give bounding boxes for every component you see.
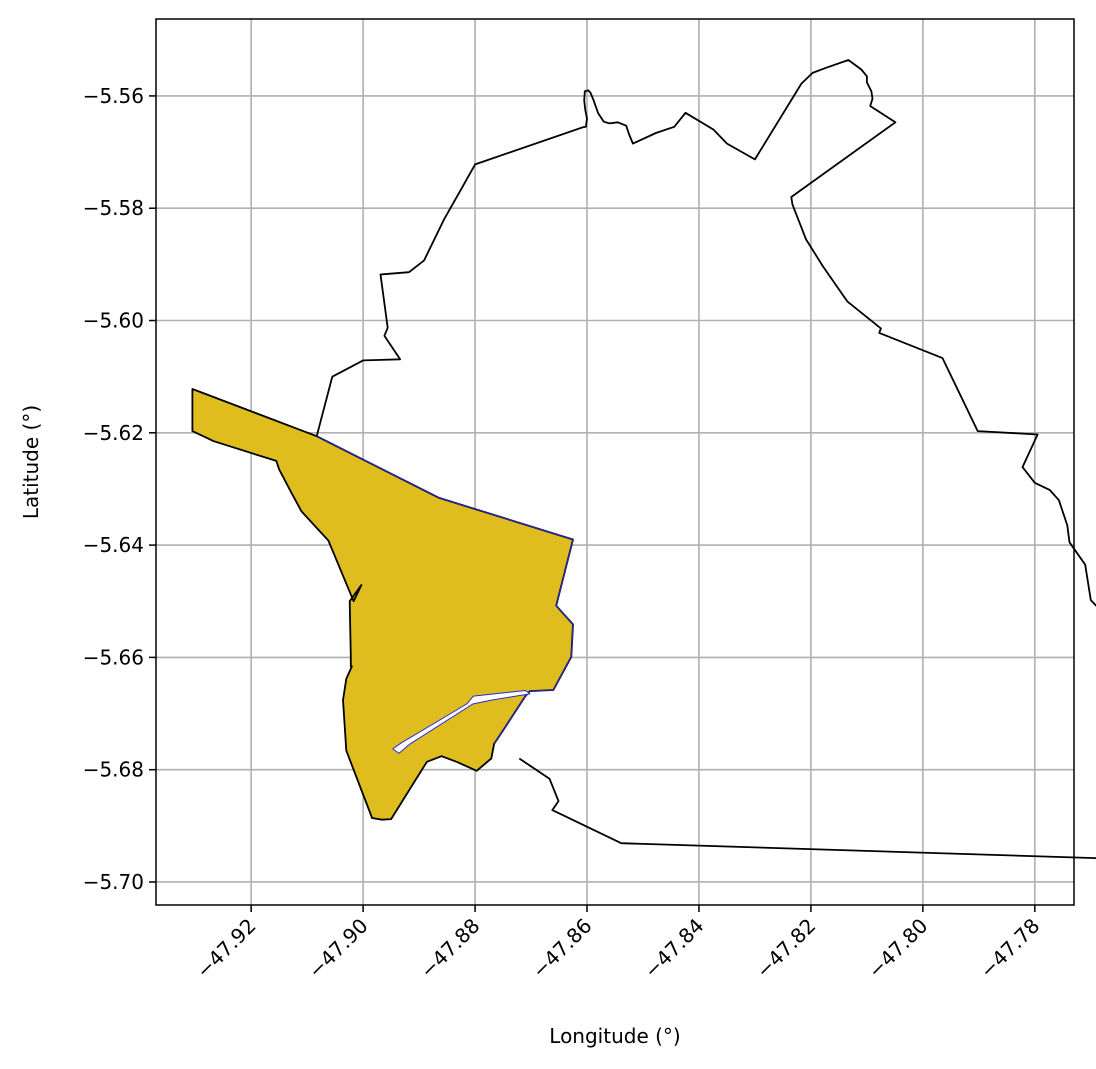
y-axis-label: Latitude (°) — [19, 405, 43, 519]
y-tick-label: −5.64 — [83, 533, 144, 557]
y-axis-ticks: −5.56 −5.58 −5.60 −5.62 −5.64 −5.66 −5.68 −5.70 — [83, 84, 156, 894]
y-tick-label: −5.58 — [83, 196, 144, 220]
y-tick-label: −5.68 — [83, 758, 144, 782]
y-tick-label: −5.60 — [83, 309, 144, 333]
boundary-outline — [315, 59, 1096, 860]
y-tick-label: −5.62 — [83, 421, 144, 445]
highlighted-region[interactable] — [191, 388, 574, 821]
y-tick-label: −5.70 — [83, 870, 144, 894]
x-axis-label: Longitude (°) — [549, 1024, 680, 1048]
municipality-boundary — [315, 59, 1096, 860]
region-shared-edge — [316, 435, 574, 745]
plot-frame — [155, 18, 1075, 906]
y-tick-label: −5.56 — [83, 84, 144, 108]
y-tick-label: −5.66 — [83, 645, 144, 669]
grid — [156, 19, 1074, 905]
region-divider-gap — [392, 690, 531, 754]
